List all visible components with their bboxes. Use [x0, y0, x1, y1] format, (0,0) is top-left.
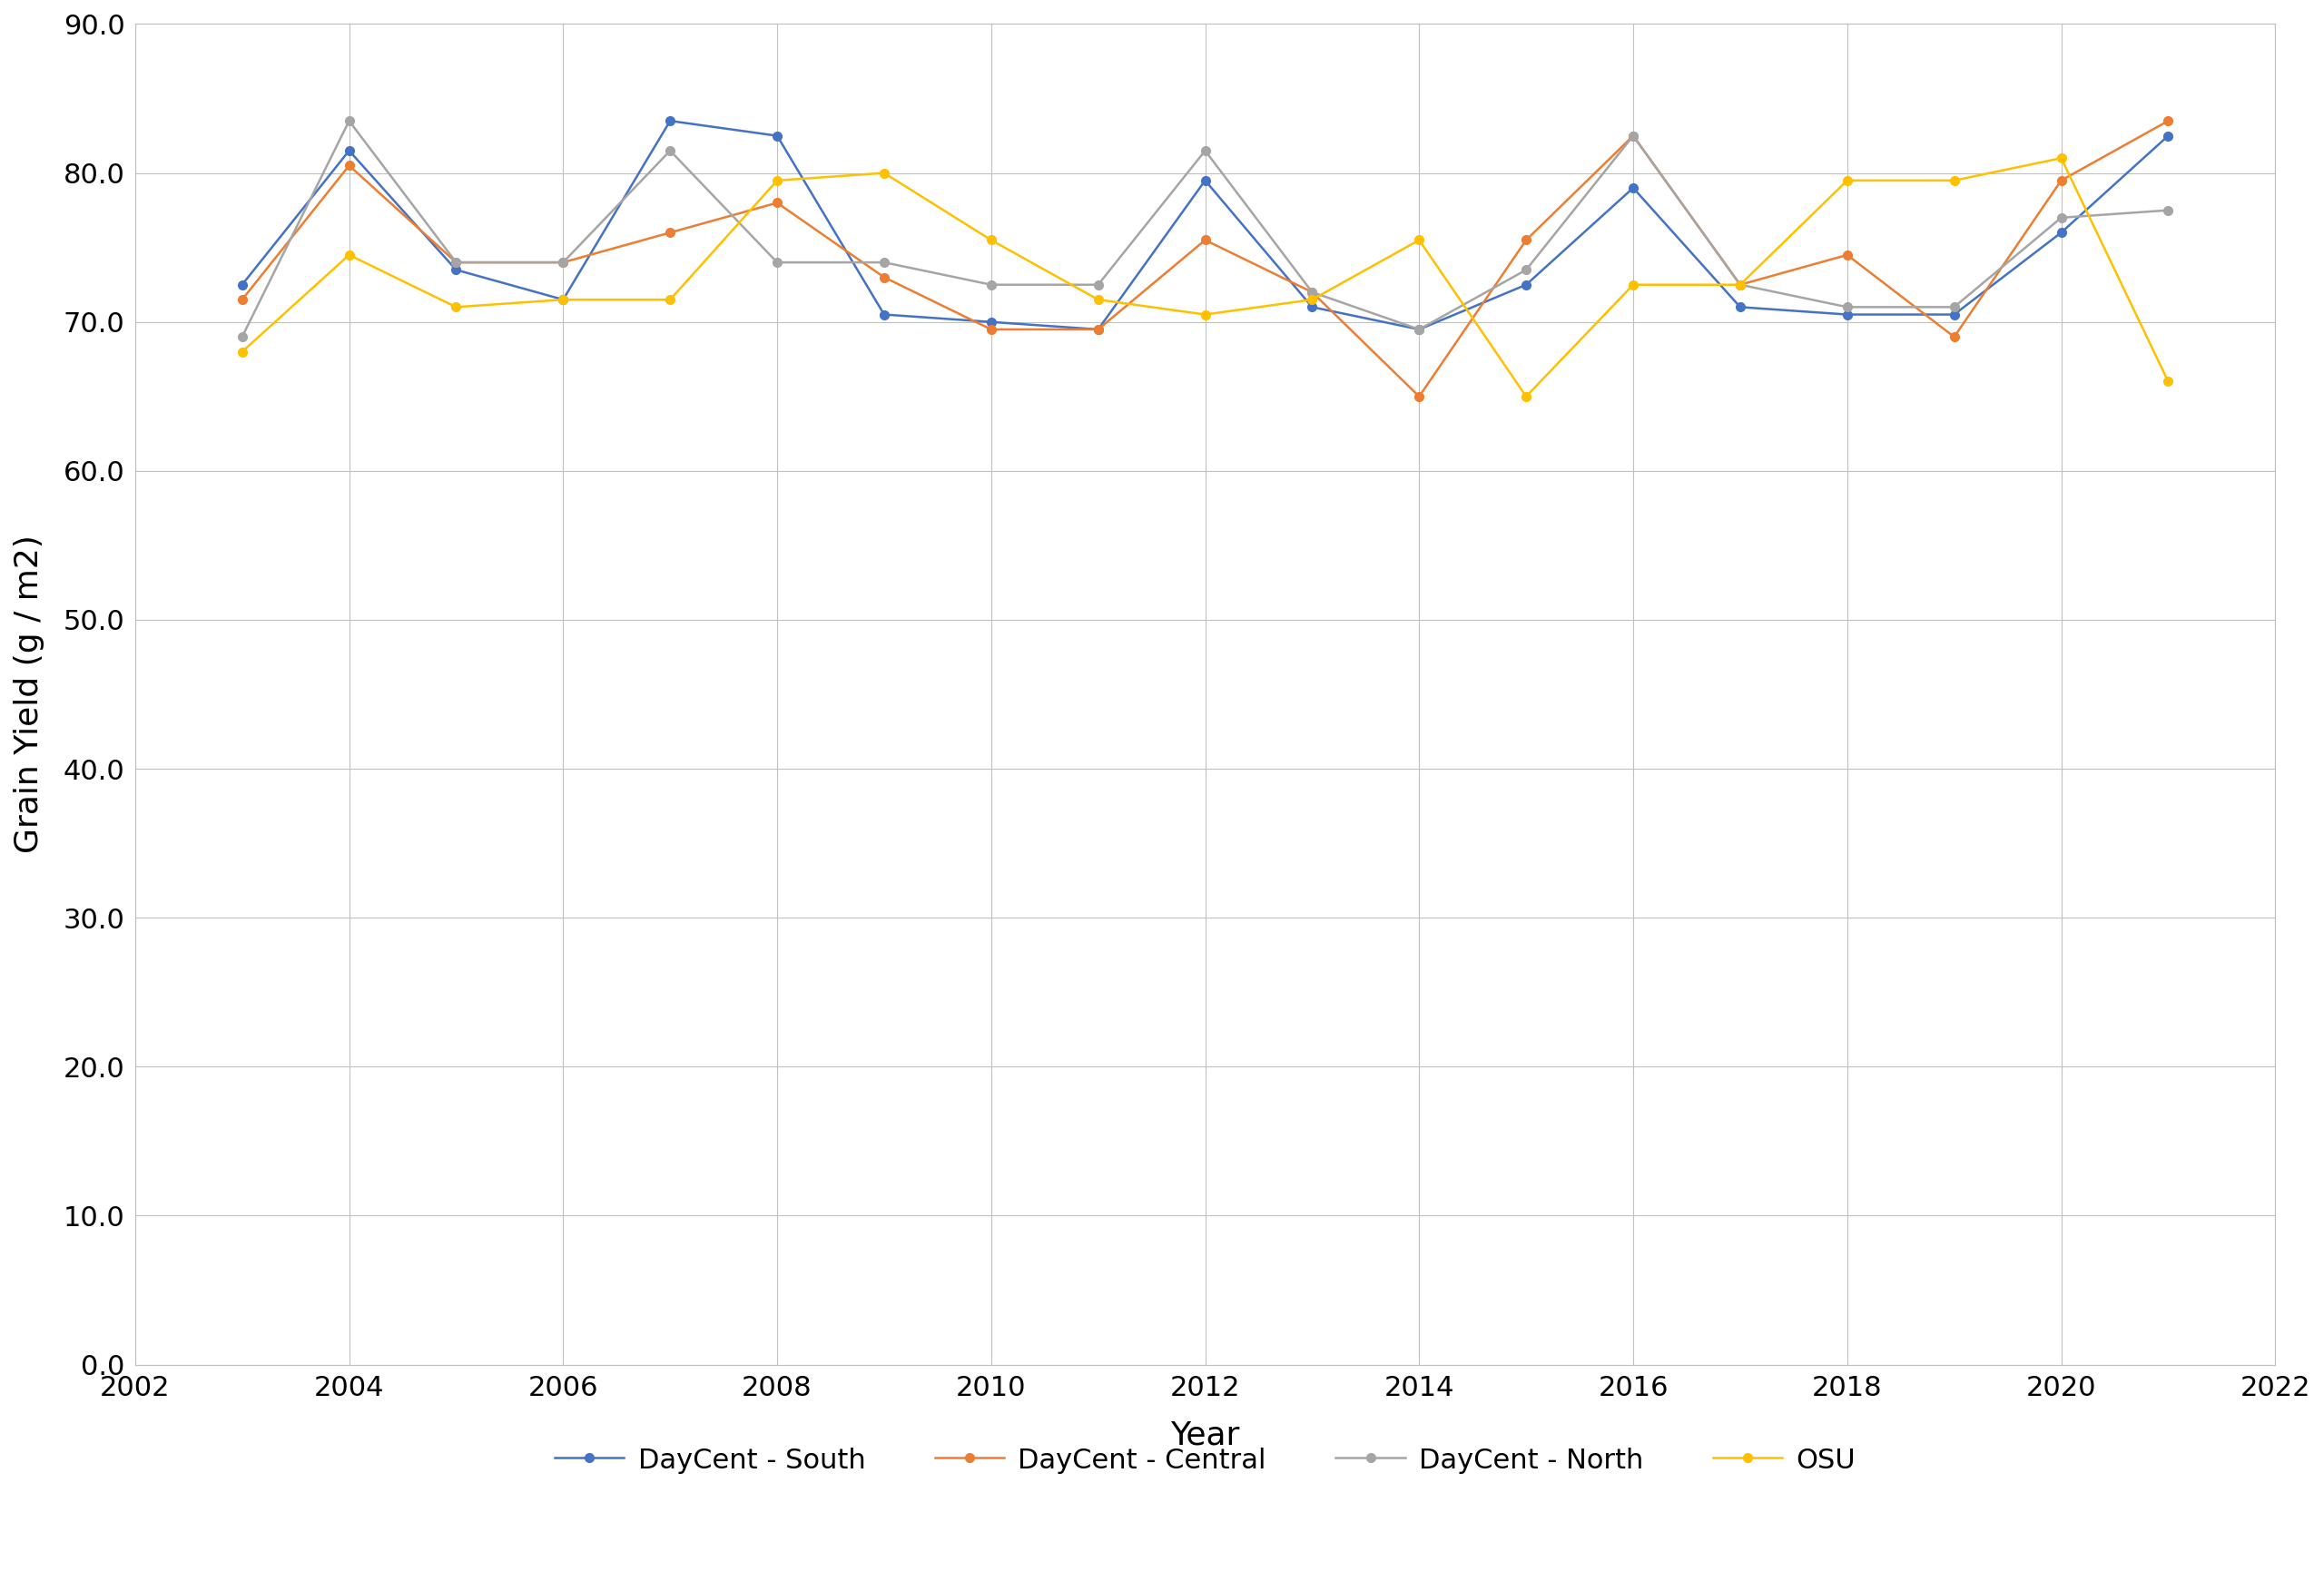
Line: OSU: OSU [237, 153, 2173, 402]
DayCent - Central [1834, 245, 1862, 264]
OSU [1406, 231, 1434, 250]
Line: DayCent - North: DayCent - North [237, 117, 2173, 341]
OSU [762, 171, 790, 190]
OSU [2047, 149, 2075, 168]
DayCent - North [1620, 126, 1648, 145]
DayCent - Central [655, 223, 683, 242]
DayCent - Central [548, 253, 576, 272]
DayCent - North [762, 253, 790, 272]
DayCent - South [1513, 275, 1541, 294]
DayCent - South [1727, 297, 1755, 316]
DayCent - South [1085, 319, 1113, 338]
DayCent - South [2154, 126, 2182, 145]
DayCent - South [1406, 319, 1434, 338]
DayCent - North [2154, 201, 2182, 220]
DayCent - South [762, 126, 790, 145]
DayCent - South [2047, 223, 2075, 242]
OSU [1192, 305, 1220, 324]
DayCent - South [869, 305, 897, 324]
DayCent - Central [335, 157, 363, 175]
Y-axis label: Grain Yield (g / m2): Grain Yield (g / m2) [14, 534, 44, 854]
Line: DayCent - Central: DayCent - Central [237, 117, 2173, 402]
DayCent - Central [228, 291, 256, 310]
DayCent - North [869, 253, 897, 272]
OSU [976, 231, 1004, 250]
DayCent - South [228, 275, 256, 294]
DayCent - Central [2154, 111, 2182, 130]
DayCent - North [1513, 261, 1541, 280]
DayCent - South [335, 141, 363, 160]
DayCent - Central [2047, 171, 2075, 190]
DayCent - Central [976, 319, 1004, 338]
DayCent - South [1941, 305, 1968, 324]
DayCent - North [228, 327, 256, 346]
OSU [1834, 171, 1862, 190]
OSU [1727, 275, 1755, 294]
OSU [1085, 291, 1113, 310]
DayCent - North [1834, 297, 1862, 316]
DayCent - North [2047, 209, 2075, 228]
DayCent - North [548, 253, 576, 272]
OSU [1941, 171, 1968, 190]
OSU [1620, 275, 1648, 294]
OSU [1513, 387, 1541, 406]
DayCent - South [655, 111, 683, 130]
DayCent - Central [1727, 275, 1755, 294]
DayCent - South [1620, 179, 1648, 198]
DayCent - North [1727, 275, 1755, 294]
DayCent - South [548, 291, 576, 310]
DayCent - North [442, 253, 469, 272]
DayCent - North [1085, 275, 1113, 294]
Line: DayCent - South: DayCent - South [237, 117, 2173, 334]
DayCent - South [1834, 305, 1862, 324]
DayCent - Central [1620, 126, 1648, 145]
OSU [442, 297, 469, 316]
OSU [1299, 291, 1327, 310]
DayCent - Central [1085, 319, 1113, 338]
DayCent - North [1192, 141, 1220, 160]
DayCent - North [1406, 319, 1434, 338]
OSU [655, 291, 683, 310]
DayCent - North [655, 141, 683, 160]
OSU [869, 163, 897, 182]
DayCent - South [1192, 171, 1220, 190]
DayCent - South [442, 261, 469, 280]
DayCent - North [1941, 297, 1968, 316]
DayCent - South [1299, 297, 1327, 316]
DayCent - South [976, 313, 1004, 332]
OSU [548, 291, 576, 310]
DayCent - Central [1513, 231, 1541, 250]
DayCent - Central [1192, 231, 1220, 250]
DayCent - North [976, 275, 1004, 294]
DayCent - Central [1299, 283, 1327, 302]
X-axis label: Year: Year [1171, 1420, 1239, 1451]
Legend: DayCent - South, DayCent - Central, DayCent - North, OSU: DayCent - South, DayCent - Central, DayC… [544, 1436, 1866, 1485]
DayCent - North [335, 111, 363, 130]
DayCent - Central [1941, 327, 1968, 346]
DayCent - North [1299, 283, 1327, 302]
OSU [228, 341, 256, 360]
OSU [335, 245, 363, 264]
DayCent - Central [762, 193, 790, 212]
DayCent - Central [442, 253, 469, 272]
OSU [2154, 372, 2182, 391]
DayCent - Central [869, 267, 897, 286]
DayCent - Central [1406, 387, 1434, 406]
